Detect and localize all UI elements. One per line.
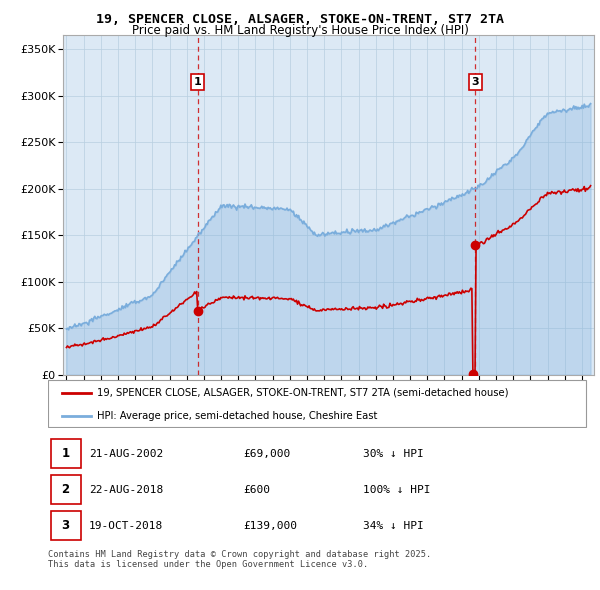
Text: 21-AUG-2002: 21-AUG-2002	[89, 449, 163, 459]
Text: 22-AUG-2018: 22-AUG-2018	[89, 485, 163, 494]
FancyBboxPatch shape	[51, 475, 80, 504]
Text: 1: 1	[194, 77, 202, 87]
FancyBboxPatch shape	[51, 511, 80, 540]
Text: 19, SPENCER CLOSE, ALSAGER, STOKE-ON-TRENT, ST7 2TA (semi-detached house): 19, SPENCER CLOSE, ALSAGER, STOKE-ON-TRE…	[97, 388, 508, 398]
Text: £600: £600	[244, 485, 271, 494]
Text: 19-OCT-2018: 19-OCT-2018	[89, 520, 163, 530]
Text: Price paid vs. HM Land Registry's House Price Index (HPI): Price paid vs. HM Land Registry's House …	[131, 24, 469, 37]
FancyBboxPatch shape	[51, 439, 80, 468]
Text: Contains HM Land Registry data © Crown copyright and database right 2025.
This d: Contains HM Land Registry data © Crown c…	[48, 550, 431, 569]
Text: 3: 3	[472, 77, 479, 87]
Text: 100% ↓ HPI: 100% ↓ HPI	[363, 485, 430, 494]
Text: 19, SPENCER CLOSE, ALSAGER, STOKE-ON-TRENT, ST7 2TA: 19, SPENCER CLOSE, ALSAGER, STOKE-ON-TRE…	[96, 13, 504, 26]
Text: £69,000: £69,000	[244, 449, 291, 459]
Text: 30% ↓ HPI: 30% ↓ HPI	[363, 449, 424, 459]
Text: HPI: Average price, semi-detached house, Cheshire East: HPI: Average price, semi-detached house,…	[97, 411, 377, 421]
Text: 2: 2	[62, 483, 70, 496]
Text: 1: 1	[62, 447, 70, 460]
Text: 3: 3	[62, 519, 70, 532]
FancyBboxPatch shape	[48, 381, 586, 427]
Text: 34% ↓ HPI: 34% ↓ HPI	[363, 520, 424, 530]
Text: £139,000: £139,000	[244, 520, 298, 530]
